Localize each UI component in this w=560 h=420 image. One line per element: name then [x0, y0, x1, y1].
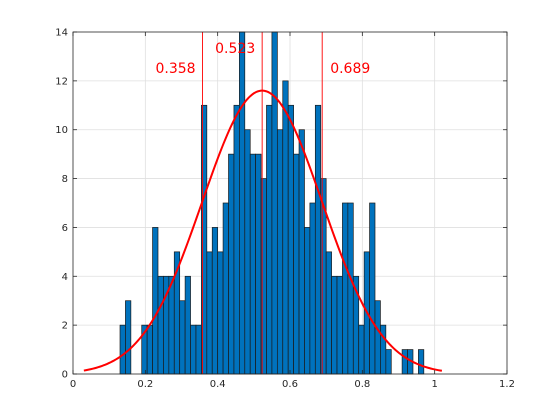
histogram-bar: [217, 251, 224, 375]
y-tick-label: 14: [55, 28, 68, 39]
histogram-bar: [298, 129, 305, 375]
threshold-annotations: 0.358 0.523 0.689: [155, 41, 370, 77]
histogram-bar: [190, 324, 197, 375]
y-tick-label: 10: [55, 125, 68, 136]
histogram-bar: [314, 104, 322, 375]
x-tick-labels: 0 0.2 0.4 0.6 0.8 1 1.2: [70, 379, 515, 390]
histogram-bar: [418, 349, 425, 375]
histogram-bar: [293, 153, 300, 375]
y-tick-label: 6: [62, 223, 68, 234]
histogram-bar: [331, 275, 338, 375]
histogram-bar: [358, 324, 365, 375]
histogram-bar: [374, 300, 381, 375]
histogram-bar: [347, 202, 354, 375]
y-tick-labels: 0 2 4 6 8 10 12 14: [55, 28, 68, 381]
histogram-bar: [266, 104, 273, 375]
histogram-bar: [380, 324, 387, 375]
histogram-bar: [304, 227, 311, 375]
histogram-bar: [146, 324, 153, 375]
histogram-bar: [211, 227, 219, 375]
histogram-bar: [168, 275, 175, 375]
threshold-label: 0.523: [215, 41, 255, 57]
y-tick-label: 12: [55, 76, 68, 87]
x-tick-label: 0.4: [210, 379, 226, 390]
histogram-bar: [309, 202, 316, 375]
histogram-bar: [195, 324, 202, 375]
histogram-bar: [233, 104, 240, 375]
histogram-bar: [287, 104, 294, 375]
histogram-bars: [119, 31, 425, 375]
axis-ticks: [72, 31, 508, 375]
histogram-bar: [239, 31, 246, 375]
histogram-bar: [179, 300, 186, 375]
y-tick-label: 2: [62, 321, 68, 332]
histogram-bar: [222, 202, 229, 375]
histogram-bar: [228, 153, 235, 375]
histogram-bar: [157, 275, 164, 375]
x-tick-label: 0: [70, 379, 76, 390]
histogram-bar: [271, 31, 278, 375]
histogram-bar: [119, 324, 126, 375]
y-tick-label: 4: [62, 272, 68, 283]
threshold-label: 0.358: [155, 61, 195, 77]
histogram-bar: [385, 349, 392, 375]
histogram-bar: [249, 153, 256, 375]
histogram-bar: [152, 227, 159, 375]
histogram-bar: [325, 251, 332, 375]
histogram-bar: [282, 80, 289, 375]
histogram-bar: [276, 129, 284, 375]
normal-fit-curve: [83, 89, 443, 372]
histogram-bar: [369, 202, 376, 375]
x-tick-label: 1.2: [499, 379, 515, 390]
x-tick-label: 1: [431, 379, 437, 390]
x-tick-label: 0.6: [282, 379, 298, 390]
histogram-bar: [336, 275, 343, 375]
histogram-bar: [244, 129, 251, 375]
histogram-bar: [125, 300, 132, 375]
threshold-label: 0.689: [330, 61, 370, 77]
histogram-bar: [255, 153, 262, 375]
histogram-bar: [206, 251, 213, 375]
x-tick-label: 0.2: [137, 379, 153, 390]
y-tick-label: 0: [62, 370, 68, 381]
histogram-bar: [184, 275, 191, 375]
y-tick-label: 8: [62, 174, 68, 185]
histogram-bar: [401, 349, 408, 375]
histogram-bar: [342, 202, 349, 375]
x-tick-label: 0.8: [354, 379, 370, 390]
